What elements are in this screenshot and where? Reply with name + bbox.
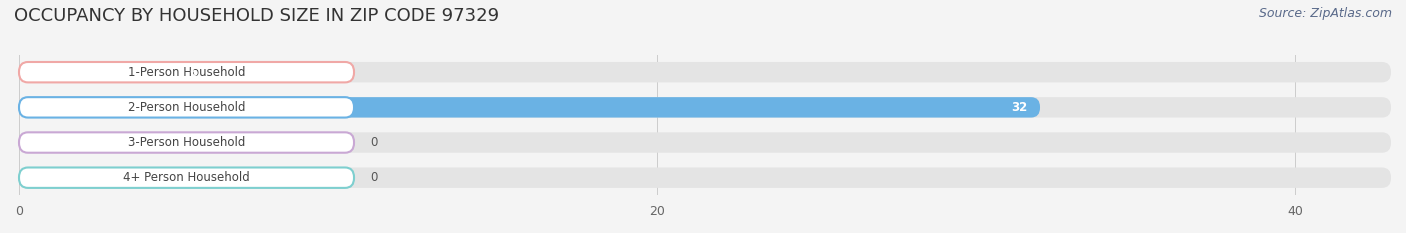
FancyBboxPatch shape bbox=[20, 132, 1391, 153]
FancyBboxPatch shape bbox=[20, 62, 354, 82]
Text: 2-Person Household: 2-Person Household bbox=[128, 101, 245, 114]
FancyBboxPatch shape bbox=[20, 62, 1391, 82]
Text: 0: 0 bbox=[370, 136, 377, 149]
Text: 6: 6 bbox=[190, 66, 198, 79]
FancyBboxPatch shape bbox=[20, 62, 211, 82]
FancyBboxPatch shape bbox=[20, 132, 354, 153]
FancyBboxPatch shape bbox=[20, 168, 354, 188]
Text: Source: ZipAtlas.com: Source: ZipAtlas.com bbox=[1258, 7, 1392, 20]
Text: OCCUPANCY BY HOUSEHOLD SIZE IN ZIP CODE 97329: OCCUPANCY BY HOUSEHOLD SIZE IN ZIP CODE … bbox=[14, 7, 499, 25]
FancyBboxPatch shape bbox=[20, 97, 354, 118]
Text: 4+ Person Household: 4+ Person Household bbox=[124, 171, 250, 184]
Text: 1-Person Household: 1-Person Household bbox=[128, 66, 245, 79]
FancyBboxPatch shape bbox=[20, 97, 1040, 118]
Text: 3-Person Household: 3-Person Household bbox=[128, 136, 245, 149]
FancyBboxPatch shape bbox=[20, 97, 1391, 118]
Text: 0: 0 bbox=[370, 171, 377, 184]
Text: 32: 32 bbox=[1011, 101, 1028, 114]
FancyBboxPatch shape bbox=[20, 168, 1391, 188]
